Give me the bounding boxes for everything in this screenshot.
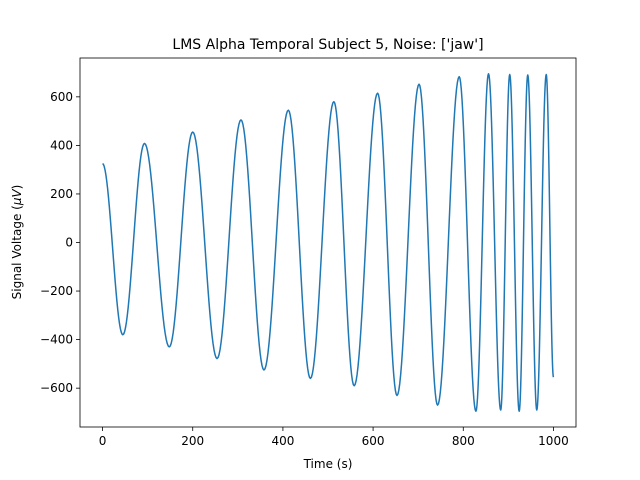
y-axis-label-prefix: Signal Voltage ( [10, 205, 24, 299]
x-tick-label: 0 [99, 434, 107, 448]
plot-area [102, 73, 555, 412]
x-tick-label: 1000 [538, 434, 569, 448]
x-tick-label: 200 [181, 434, 204, 448]
y-axis: −600 −400 −200 0 200 400 600 [40, 90, 80, 395]
y-tick-label: −400 [40, 333, 73, 347]
series-line [102, 73, 555, 412]
plot-frame [79, 57, 577, 428]
y-tick-label: −600 [40, 381, 73, 395]
x-axis-label: Time (s) [303, 457, 353, 471]
x-axis: 0 200 400 600 800 1000 [99, 427, 569, 448]
x-tick-label: 800 [452, 434, 475, 448]
chart-title: LMS Alpha Temporal Subject 5, Noise: ['j… [172, 37, 483, 53]
x-tick-label: 400 [271, 434, 294, 448]
y-tick-label: 200 [50, 187, 73, 201]
y-axis-label-suffix: ) [10, 185, 24, 190]
y-axis-label-unit: μV [10, 189, 24, 207]
y-tick-label: 400 [50, 138, 73, 152]
y-axis-label: Signal Voltage (μV) [10, 185, 24, 300]
y-tick-label: 0 [65, 236, 73, 250]
y-tick-label: −200 [40, 284, 73, 298]
x-tick-label: 600 [362, 434, 385, 448]
y-tick-label: 600 [50, 90, 73, 104]
